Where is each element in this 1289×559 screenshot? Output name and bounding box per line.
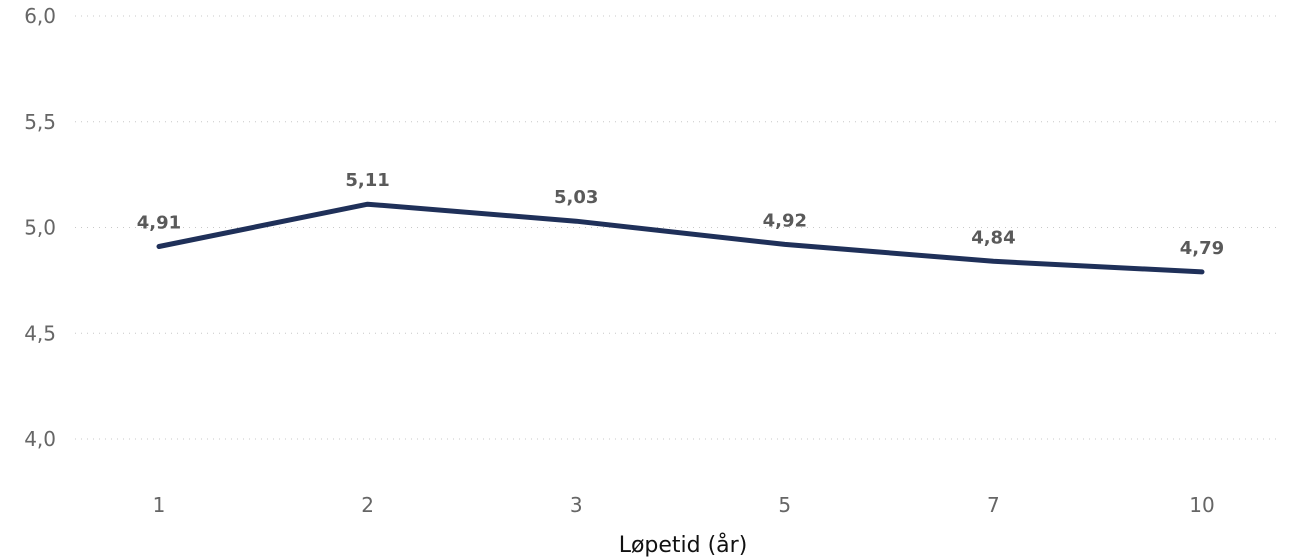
data-label: 4,91 [137, 213, 181, 234]
data-label: 4,84 [971, 227, 1015, 248]
data-labels: 4,91 5,11 5,03 4,92 4,84 4,79 [137, 170, 1224, 259]
y-tick-label: 5,5 [24, 110, 56, 134]
x-tick-label: 2 [361, 493, 374, 517]
series-line [156, 201, 1205, 275]
data-label: 5,11 [345, 170, 389, 191]
x-axis-ticks: 1 2 3 5 7 10 [153, 493, 1215, 517]
y-axis-ticks: 4,0 4,5 5,0 5,5 6,0 [24, 4, 56, 451]
x-tick-label: 3 [570, 493, 583, 517]
x-tick-label: 1 [153, 493, 166, 517]
data-label: 4,92 [763, 210, 807, 231]
x-tick-label: 5 [778, 493, 791, 517]
x-tick-label: 7 [987, 493, 1000, 517]
x-axis-title: Løpetid (år) [619, 532, 748, 558]
x-tick-label: 10 [1189, 493, 1214, 517]
series-group [156, 201, 1205, 275]
y-tick-label: 5,0 [24, 216, 56, 240]
data-label: 4,79 [1180, 238, 1224, 259]
data-label: 5,03 [554, 187, 598, 208]
y-tick-label: 4,0 [24, 427, 56, 451]
y-tick-label: 4,5 [24, 321, 56, 345]
y-tick-label: 6,0 [24, 4, 56, 28]
